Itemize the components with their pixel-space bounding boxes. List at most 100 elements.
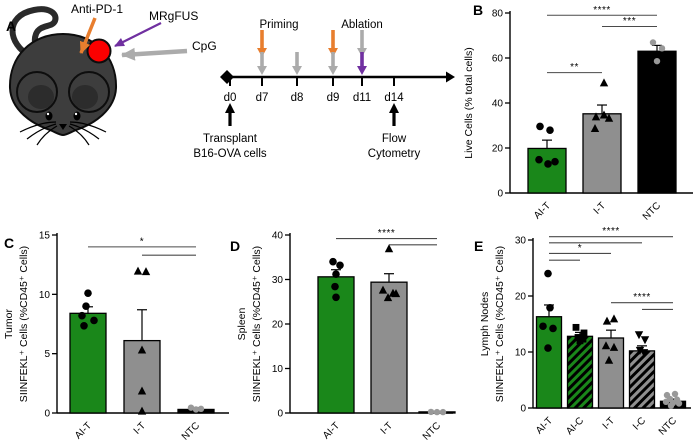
- data-point: [601, 341, 611, 350]
- data-point: [551, 157, 559, 166]
- sig-stars: **: [570, 62, 579, 73]
- data-point: [332, 270, 340, 278]
- data-point: [549, 324, 557, 333]
- data-point: [667, 402, 675, 409]
- x-category-label: NTC: [421, 420, 443, 441]
- y-tick-label: 5: [44, 349, 50, 360]
- day-label-d0: d0: [224, 92, 237, 104]
- y-axis-label: SIINFEKL⁺ Cells (%CD45⁺ Cells): [494, 246, 506, 402]
- data-point: [599, 110, 609, 119]
- data-point: [544, 269, 552, 278]
- data-point: [640, 336, 650, 345]
- y-tick-label: 0: [44, 409, 50, 420]
- bar-I-T: [582, 113, 622, 194]
- priming-arrows: [257, 30, 367, 57]
- data-point: [576, 337, 584, 345]
- day-label-d8: d8: [291, 92, 304, 104]
- y-tick-label: 10: [515, 348, 527, 359]
- y-tick-label: 0: [277, 409, 283, 420]
- x-category-label: NTC: [657, 415, 679, 437]
- transplant-label-line2: B16-OVA cells: [193, 148, 267, 160]
- y-tick-label: 30: [515, 236, 527, 247]
- cpg-label: CpG: [192, 39, 217, 53]
- data-point: [649, 39, 657, 46]
- mouse-inner-ear-left: [28, 85, 54, 109]
- data-point: [187, 404, 195, 411]
- data-point: [604, 113, 614, 122]
- y-tick-label: 0: [497, 189, 503, 200]
- data-point: [675, 400, 683, 407]
- bar-NTC: [637, 50, 677, 194]
- data-point: [544, 344, 552, 352]
- panel-d-chart: **** 0 10 20 30 40 Spleen SIINFEKL⁺ Cells (%CD4…: [236, 228, 456, 441]
- panel-label-e: E: [474, 238, 484, 254]
- panel-label-c: C: [4, 235, 15, 251]
- data-point: [634, 331, 644, 340]
- data-point: [609, 342, 619, 351]
- y-tick-label: 40: [272, 231, 284, 242]
- data-point: [433, 408, 441, 416]
- data-point: [329, 257, 337, 266]
- data-point: [141, 267, 151, 276]
- y-tick-label: 20: [515, 292, 527, 303]
- data-point: [192, 406, 200, 413]
- tumor-marker: [86, 38, 112, 64]
- data-point: [536, 122, 544, 131]
- data-point: [599, 78, 609, 87]
- panel-c-chart: * 0 5 10 15 Tumor SIINFEKL⁺ Cells (%CD45⁺ Cell…: [3, 231, 229, 441]
- y-axis-label: Tumor: [3, 309, 15, 339]
- data-point: [78, 311, 86, 320]
- y-axis-label: Live Cells (% total cells): [463, 47, 475, 158]
- bar-AI-T: [69, 312, 107, 414]
- data-point: [658, 45, 666, 52]
- day-label-d9: d9: [327, 92, 340, 104]
- data-point: [84, 289, 92, 297]
- day-label-d14: d14: [384, 92, 404, 104]
- x-category-label: I-T: [601, 415, 617, 431]
- data-point: [133, 266, 143, 275]
- bar-I-T: [597, 337, 625, 409]
- data-point: [653, 57, 661, 65]
- data-point: [90, 316, 98, 325]
- y-axis-label: SIINFEKL⁺ Cells (%CD45⁺ Cells): [251, 246, 263, 402]
- anti-pd1-arrow: [79, 17, 97, 54]
- x-category-label: NTC: [180, 420, 202, 441]
- mouse-eye-left: [45, 111, 53, 121]
- data-point: [539, 322, 547, 331]
- data-point: [602, 316, 612, 325]
- y-tick-label: 15: [39, 231, 51, 242]
- mouse-inner-ear-right: [72, 85, 98, 109]
- data-point: [439, 408, 447, 416]
- x-category-label: AI-T: [321, 420, 342, 441]
- day-label-d7: d7: [256, 92, 269, 104]
- timeline-start-diamond: [220, 70, 234, 84]
- sig-stars: ****: [602, 226, 620, 237]
- y-tick-label: 10: [39, 290, 51, 301]
- transplant-label-line1: Transplant: [203, 133, 258, 145]
- data-point: [546, 126, 554, 135]
- bar-AI-T: [535, 316, 563, 409]
- data-point: [590, 124, 600, 133]
- bar-I-T: [370, 281, 408, 414]
- anti-pd1-label: Anti-PD-1: [71, 2, 123, 16]
- flow-label-line2: Cytometry: [368, 148, 421, 160]
- treatment-timeline: Priming Ablation d0 d7 d8 d9 d11 d14 Tra…: [193, 19, 455, 160]
- event-arrows: [225, 103, 399, 126]
- bar-I-C: [628, 350, 656, 409]
- data-point: [332, 293, 340, 302]
- timeline-ticks: [229, 77, 395, 86]
- panel-label-a: A: [6, 18, 17, 34]
- panel-label-d: D: [230, 238, 241, 254]
- bar-AI-T: [527, 147, 567, 194]
- timeline-end-arrowhead: [446, 71, 455, 83]
- data-point: [546, 303, 554, 312]
- data-point: [383, 293, 393, 302]
- y-axis-label: Spleen: [236, 307, 248, 340]
- x-category-label: I-T: [132, 420, 148, 436]
- mrgfus-label: MRgFUS: [149, 9, 198, 23]
- x-category-label: AI-C: [564, 415, 586, 437]
- data-point: [137, 345, 147, 354]
- y-tick-label: 10: [272, 364, 284, 375]
